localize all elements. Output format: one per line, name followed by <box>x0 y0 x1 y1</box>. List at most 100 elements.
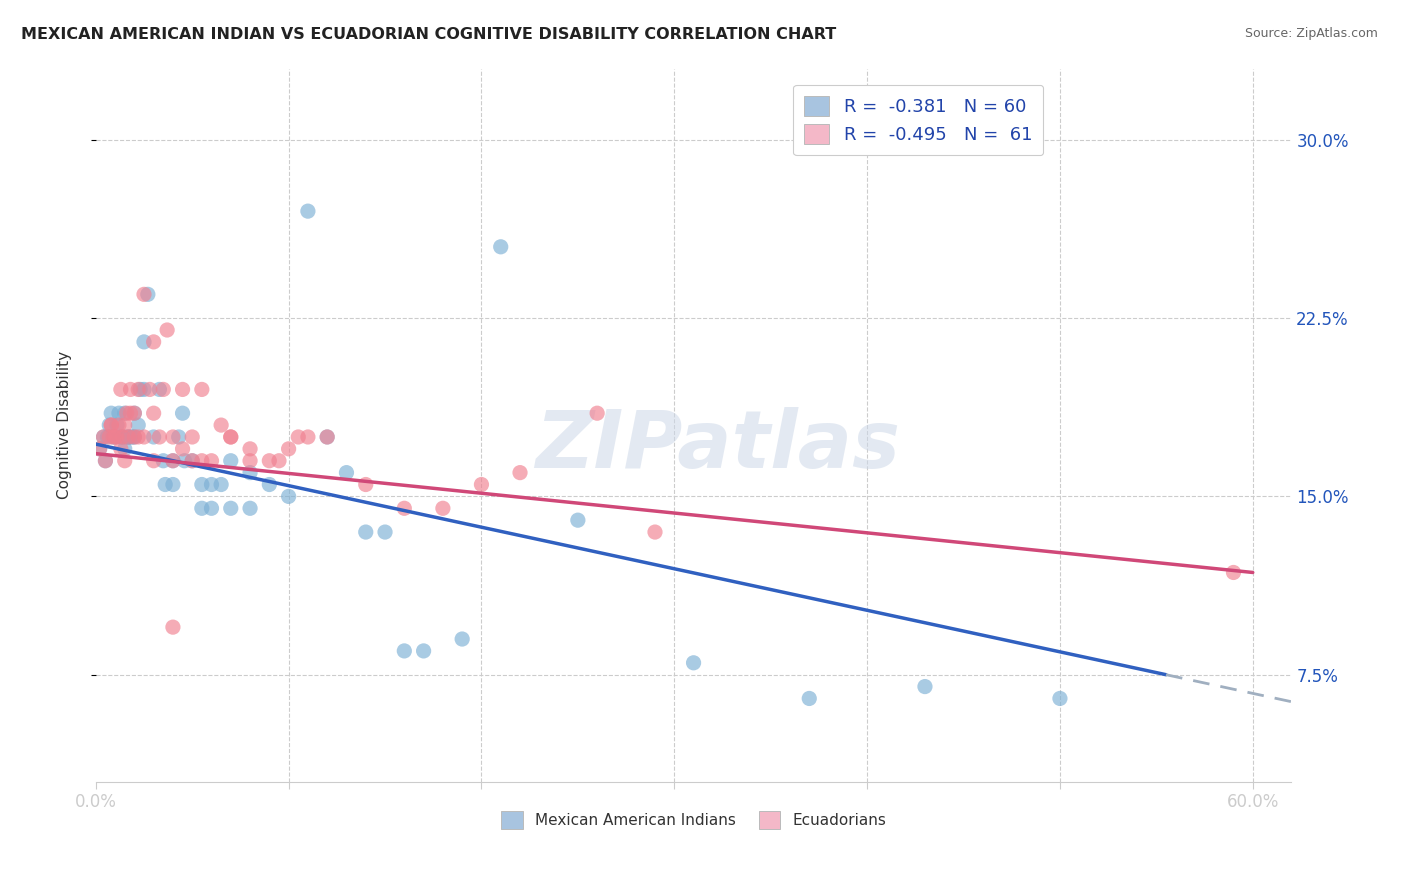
Point <box>120 383 142 397</box>
Point <box>127 383 149 397</box>
Point <box>412 644 434 658</box>
Point <box>181 454 204 468</box>
Point <box>117 430 139 444</box>
Point <box>105 418 128 433</box>
Point <box>239 466 262 480</box>
Point <box>93 430 115 444</box>
Point <box>162 454 184 468</box>
Point <box>156 323 179 337</box>
Point <box>124 406 146 420</box>
Point <box>142 334 165 349</box>
Legend: Mexican American Indians, Ecuadorians: Mexican American Indians, Ecuadorians <box>495 805 893 835</box>
Point <box>98 430 121 444</box>
Text: ZIPatlas: ZIPatlas <box>534 408 900 485</box>
Point <box>354 477 377 491</box>
Point <box>335 466 357 480</box>
Point <box>181 430 204 444</box>
Point <box>110 383 132 397</box>
Point <box>167 430 190 444</box>
Point <box>152 454 174 468</box>
Point <box>277 442 299 456</box>
Point <box>509 466 531 480</box>
Point <box>124 430 146 444</box>
Point <box>209 418 232 433</box>
Point <box>89 442 111 456</box>
Point <box>148 430 170 444</box>
Point <box>127 430 149 444</box>
Point <box>89 442 111 456</box>
Point <box>114 406 136 420</box>
Point <box>101 430 124 444</box>
Point <box>682 656 704 670</box>
Point <box>124 430 146 444</box>
Point <box>105 430 128 444</box>
Point <box>451 632 474 646</box>
Point <box>200 454 222 468</box>
Point <box>121 430 143 444</box>
Point <box>148 383 170 397</box>
Point <box>1222 566 1244 580</box>
Point <box>132 383 155 397</box>
Point <box>117 430 139 444</box>
Point <box>132 334 155 349</box>
Point <box>93 430 115 444</box>
Point <box>142 430 165 444</box>
Point <box>136 287 159 301</box>
Point <box>124 406 146 420</box>
Point <box>162 620 184 634</box>
Point <box>470 477 492 491</box>
Point <box>432 501 454 516</box>
Point <box>100 418 122 433</box>
Point <box>162 454 184 468</box>
Point <box>259 454 281 468</box>
Point <box>172 406 194 420</box>
Point <box>259 477 281 491</box>
Point <box>155 477 177 491</box>
Point <box>354 524 377 539</box>
Point <box>200 477 222 491</box>
Point <box>100 418 122 433</box>
Point <box>489 240 512 254</box>
Point <box>239 454 262 468</box>
Point <box>162 477 184 491</box>
Point <box>316 430 339 444</box>
Point <box>115 406 138 420</box>
Point <box>172 442 194 456</box>
Text: MEXICAN AMERICAN INDIAN VS ECUADORIAN COGNITIVE DISABILITY CORRELATION CHART: MEXICAN AMERICAN INDIAN VS ECUADORIAN CO… <box>21 27 837 42</box>
Point <box>586 406 609 420</box>
Point <box>111 430 134 444</box>
Point <box>120 430 142 444</box>
Point <box>914 680 936 694</box>
Point <box>108 418 131 433</box>
Point <box>104 430 127 444</box>
Point <box>567 513 589 527</box>
Point <box>162 430 184 444</box>
Point <box>94 454 117 468</box>
Point <box>142 406 165 420</box>
Point <box>120 406 142 420</box>
Point <box>108 406 131 420</box>
Point <box>110 430 132 444</box>
Point <box>115 430 138 444</box>
Point <box>114 442 136 456</box>
Point <box>191 501 214 516</box>
Point <box>297 204 319 219</box>
Point <box>110 442 132 456</box>
Point <box>1049 691 1071 706</box>
Point <box>374 524 396 539</box>
Point <box>209 477 232 491</box>
Point <box>191 383 214 397</box>
Point <box>200 501 222 516</box>
Point <box>394 501 416 516</box>
Point <box>152 383 174 397</box>
Point <box>173 454 195 468</box>
Point <box>129 383 152 397</box>
Point <box>172 383 194 397</box>
Point <box>219 430 242 444</box>
Point <box>101 430 124 444</box>
Point <box>239 442 262 456</box>
Point <box>239 501 262 516</box>
Point <box>96 430 118 444</box>
Point <box>114 418 136 433</box>
Point <box>104 430 127 444</box>
